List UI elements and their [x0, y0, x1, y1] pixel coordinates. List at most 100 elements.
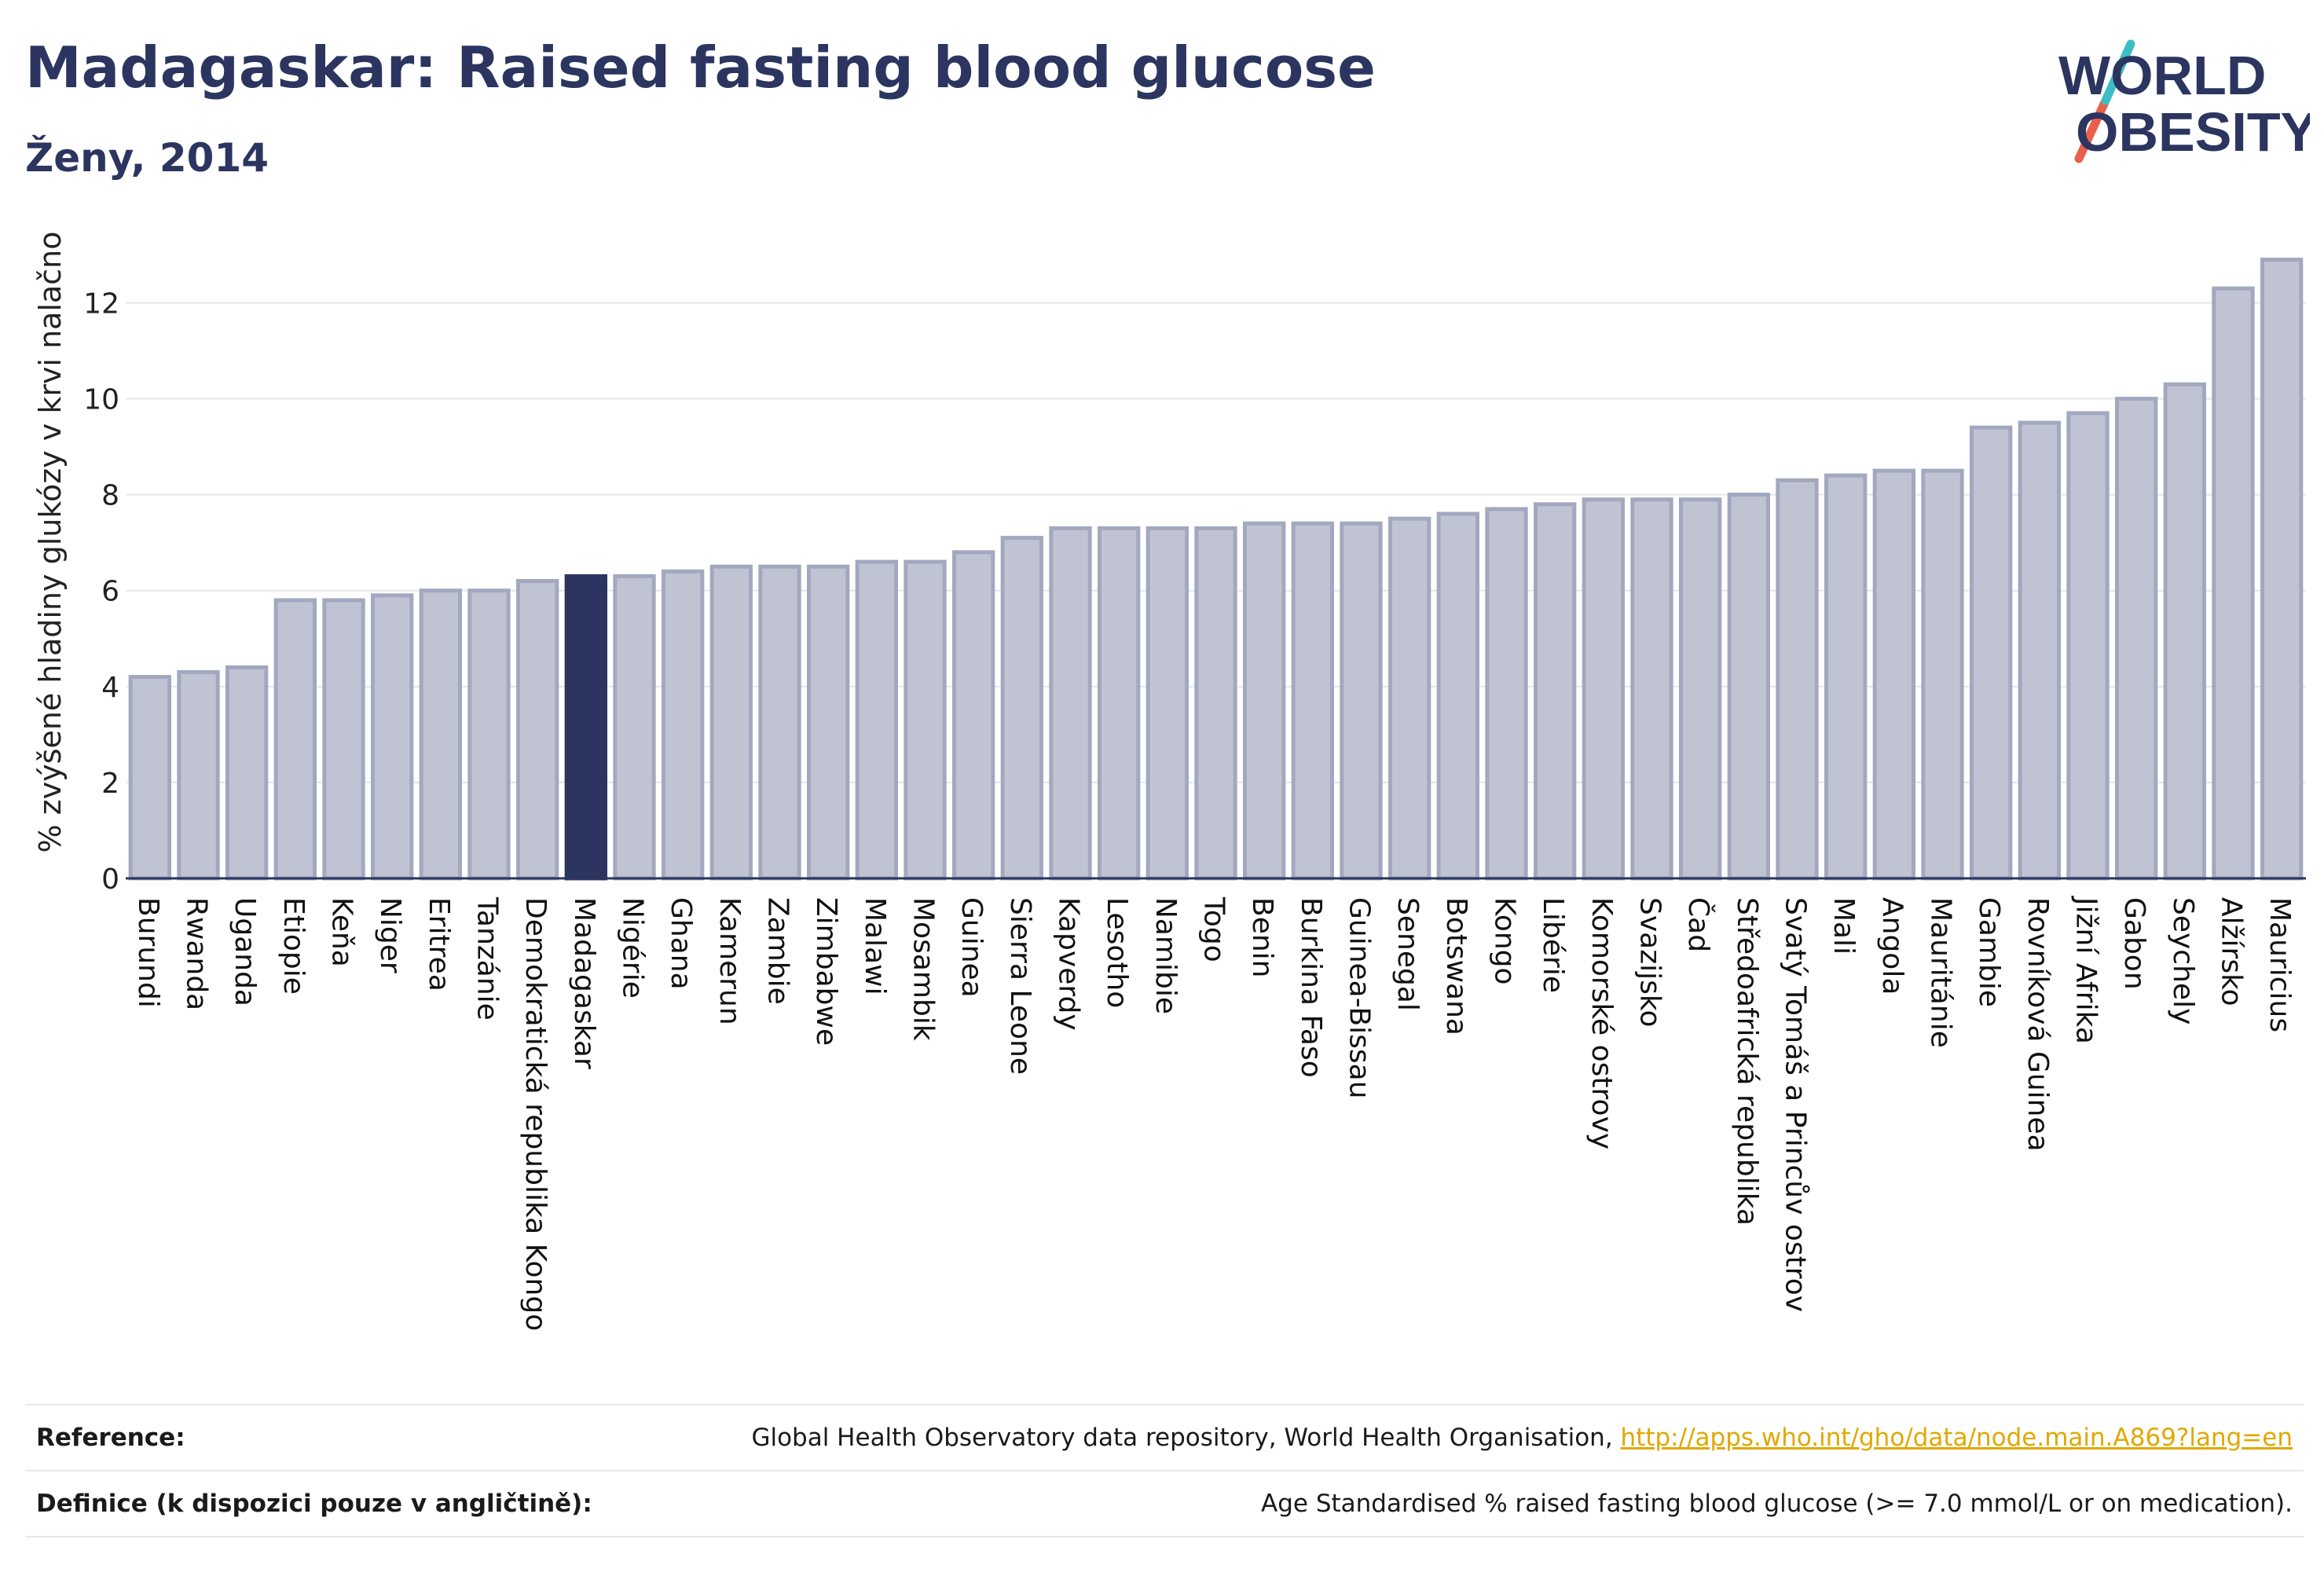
- world-obesity-logo: WORLD OBESITY: [2058, 39, 2310, 163]
- definition-value: Age Standardised % raised fasting blood …: [1261, 1490, 2293, 1518]
- x-tick-label: Namibie: [1149, 897, 1182, 1014]
- x-tick-label: Botswana: [1440, 897, 1472, 1035]
- y-tick-label: 2: [101, 768, 119, 800]
- bar: [1049, 526, 1092, 881]
- bar: [1000, 536, 1043, 881]
- x-tick-label: Čad: [1682, 897, 1715, 952]
- bar: [1340, 521, 1383, 881]
- x-tick-label: Seychely: [2167, 897, 2199, 1024]
- x-tick-label: Libérie: [1537, 897, 1569, 993]
- bar: [322, 598, 365, 881]
- bar: [807, 564, 850, 881]
- y-tick-label: 6: [101, 576, 119, 608]
- x-tick-label: Madagaskar: [568, 897, 600, 1069]
- x-tick-label: Jižní Afrika: [2070, 896, 2102, 1044]
- bar: [1485, 507, 1528, 881]
- y-tick-label: 12: [83, 288, 119, 320]
- bar: [1970, 425, 2013, 881]
- logo-slash-red: [2074, 96, 2110, 163]
- page-subtitle: Ženy, 2014: [25, 135, 269, 181]
- x-tick-label: Kongo: [1489, 897, 1521, 985]
- x-tick-label: Zimbabwe: [810, 897, 842, 1046]
- y-tick-label: 10: [83, 384, 119, 416]
- bar: [1243, 521, 1286, 881]
- reference-table: Reference: Global Health Observatory dat…: [25, 1404, 2304, 1538]
- bar: [1582, 497, 1625, 881]
- x-tick-label: Mosambik: [907, 897, 940, 1041]
- bar: [128, 675, 172, 881]
- x-tick-label: Burundi: [132, 897, 164, 1008]
- bar: [371, 593, 414, 881]
- bar: [1679, 497, 1722, 881]
- logo-slash-teal: [2101, 39, 2135, 105]
- axes: 0 2 4 6 8 10 12: [83, 288, 2306, 896]
- bar: [662, 569, 705, 881]
- bar: [2018, 420, 2062, 881]
- x-tick-label: Ghana: [665, 897, 697, 990]
- bar: [467, 588, 511, 881]
- reference-value: Global Health Observatory data repositor…: [751, 1424, 2304, 1452]
- bar: [2066, 411, 2110, 881]
- x-tick-label: Sierra Leone: [1004, 897, 1036, 1075]
- logo-text-obesity: OBESITY: [2076, 101, 2310, 163]
- x-tick-label: Svazijsko: [1634, 897, 1666, 1027]
- x-tick-label: Komorské ostrovy: [1585, 897, 1618, 1149]
- definition-key: Definice (k dispozici pouze v angličtině…: [36, 1490, 592, 1518]
- x-tick-label: Senegal: [1391, 897, 1424, 1011]
- bar: [177, 670, 220, 881]
- x-tick-label: Angola: [1876, 897, 1908, 995]
- bar: [1921, 468, 1964, 881]
- x-tick-label: Svatý Tomáš a Princův ostrov: [1780, 897, 1812, 1312]
- bar: [516, 579, 559, 881]
- bar: [1534, 502, 1577, 881]
- x-tick-label: Etiopie: [277, 897, 310, 995]
- bar: [1146, 526, 1189, 881]
- bar: [904, 559, 947, 881]
- x-tick-label: Uganda: [229, 897, 261, 1006]
- bar: [1098, 526, 1141, 881]
- bar: [1727, 493, 1771, 881]
- x-tick-label: Keňa: [326, 897, 358, 967]
- bar: [613, 574, 656, 881]
- x-tick-label: Mauritánie: [1925, 897, 1957, 1048]
- x-tick-label: Rovníková Guinea: [2022, 897, 2054, 1152]
- bar-chart: 0 2 4 6 8 10 12 Burundi Rwanda Uganda Etiopie Keňa…: [83, 258, 2306, 1331]
- category-labels: Burundi Rwanda Uganda Etiopie Keňa Niger Eritr…: [132, 896, 2296, 1331]
- x-tick-label: Togo: [1198, 896, 1230, 962]
- x-tick-label: Gabon: [2118, 897, 2150, 990]
- bar: [1436, 511, 1479, 881]
- x-tick-label: Mali: [1827, 897, 1860, 955]
- bar: [1824, 473, 1868, 881]
- bar: [1388, 516, 1431, 881]
- bar: [2115, 397, 2158, 881]
- x-tick-label: Zambie: [762, 897, 794, 1005]
- bar: [1776, 478, 1819, 881]
- bars: [128, 258, 2304, 881]
- reference-text: Global Health Observatory data repositor…: [751, 1424, 1621, 1452]
- x-tick-label: Lesotho: [1101, 897, 1133, 1008]
- reference-key: Reference:: [36, 1424, 185, 1452]
- x-tick-label: Rwanda: [181, 897, 213, 1010]
- x-tick-label: Nigérie: [617, 897, 649, 999]
- bar: [709, 564, 753, 881]
- definition-row: Definice (k dispozici pouze v angličtině…: [25, 1470, 2304, 1538]
- x-tick-label: Malawi: [859, 897, 891, 995]
- bar: [419, 588, 463, 881]
- bar: [855, 559, 898, 881]
- page-title: Madagaskar: Raised fasting blood glucose: [25, 35, 1376, 101]
- bar: [952, 550, 995, 881]
- y-tick-label: 4: [101, 672, 119, 704]
- bar: [1291, 521, 1334, 881]
- x-tick-label: Kapverdy: [1053, 897, 1085, 1031]
- y-tick-label: 8: [101, 480, 119, 512]
- x-tick-label: Guinea-Bissau: [1343, 897, 1376, 1099]
- x-tick-label: Středoafrická republika: [1731, 897, 1763, 1226]
- bar-highlighted: [564, 574, 608, 881]
- x-tick-label: Kamerun: [713, 897, 746, 1025]
- bar: [273, 598, 317, 881]
- bar: [2212, 286, 2255, 881]
- bar: [1630, 497, 1673, 881]
- reference-link[interactable]: http://apps.who.int/gho/data/node.main.A…: [1620, 1424, 2293, 1452]
- reference-row: Reference: Global Health Observatory dat…: [25, 1404, 2304, 1470]
- x-tick-label: Tanzánie: [471, 896, 504, 1021]
